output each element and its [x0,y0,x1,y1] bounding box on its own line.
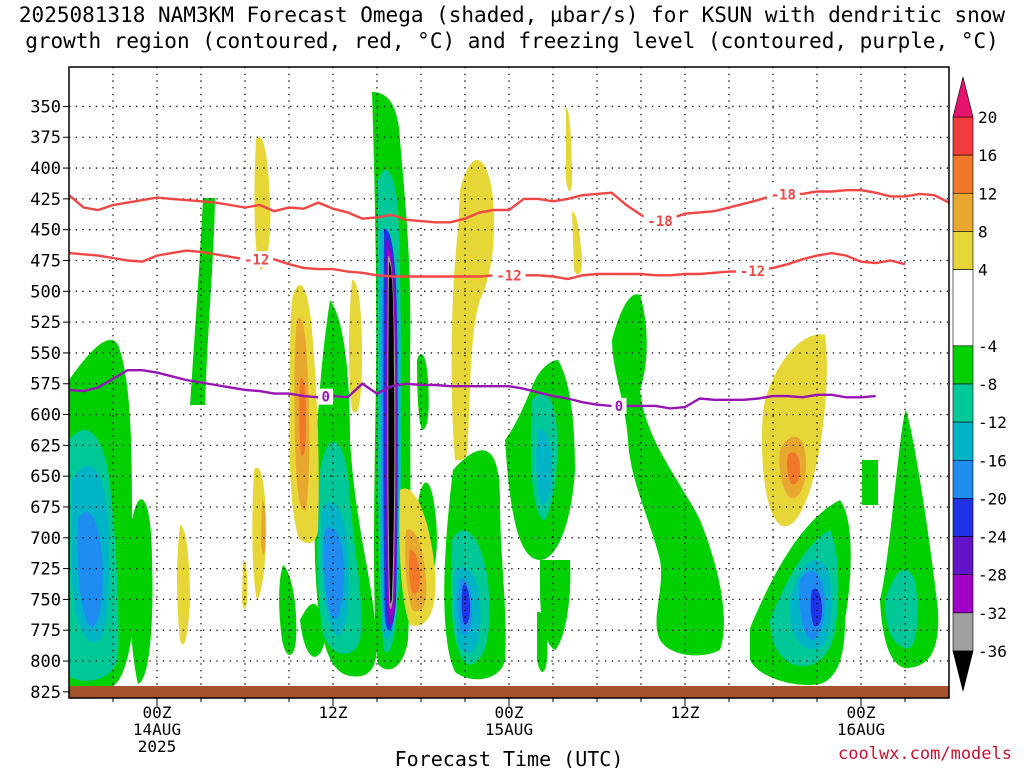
colorbar-label: -36 [978,642,1007,661]
x-tick-label: 2025 [138,737,177,756]
colorbar-label: -28 [978,566,1007,585]
y-tick-label: 775 [30,621,61,641]
colorbar-label: -16 [978,451,1007,470]
y-tick-label: 650 [30,467,61,487]
contour-label-bg [240,251,274,268]
y-axis: 350 375 400 425 450 475 500 525 550 575 600 625 650 6… [30,97,69,703]
colorbar-swatch [952,612,974,652]
colorbar-swatch [952,269,974,347]
colorbar-swatch [952,116,974,156]
y-tick-label: 525 [30,313,61,333]
omega-downward-orange [299,378,800,594]
contour-line [69,369,876,410]
y-tick-label: 425 [30,190,61,210]
contour-label-bg [735,262,769,279]
colorbar-label: -20 [978,489,1007,508]
colorbar-label: 4 [978,261,988,280]
x-tick-label: 12Z [671,703,700,722]
colorbar-swatch [952,231,974,270]
x-tick-label: 00Z [847,703,876,722]
colorbar-label: 12 [978,184,997,203]
contour-label-bg [492,267,526,284]
contour-label: -18 [647,214,672,230]
colorbar-label: -4 [978,337,997,356]
colorbar-swatch [952,574,974,614]
contour-line [69,189,949,224]
colorbar-swatch [952,383,974,423]
y-tick-label: 725 [30,560,61,580]
y-tick-label: 450 [30,221,61,241]
x-tick-label: 16AUG [837,720,885,739]
contour-label: -18 [771,187,796,203]
y-tick-label: 550 [30,344,61,364]
colorbar-swatch [952,192,974,232]
x-tick-label: 14AUG [133,720,181,739]
y-tick-label: 800 [30,652,61,672]
contour-label: 0 [321,390,329,406]
y-tick-label: 825 [30,683,61,703]
chart-title-line-1: 2025081318 NAM3KM Forecast Omega (shaded… [18,3,1006,27]
colorbar-label: 20 [978,108,997,127]
contour-label-bg [318,388,334,405]
y-tick-label: 500 [30,282,61,302]
contour-label: -12 [740,264,765,280]
colorbar-swatch [952,421,974,461]
y-tick-label: 600 [30,406,61,426]
colorbar-swatch [952,536,974,576]
chart-title-line-2: growth region (contoured, red, °C) and f… [25,29,999,53]
contour-label-bg [766,186,800,203]
x-axis-label: Forecast Time (UTC) [395,747,624,768]
colorbar-bottom-arrow [952,650,974,692]
site-credit[interactable]: coolwx.com/models [838,744,1012,764]
colorbar-label: -8 [978,375,997,394]
colorbar-top-arrow [952,76,974,118]
colorbar-label: 8 [978,222,988,241]
contour-label: 0 [615,399,623,415]
contour-label-bg [643,213,677,230]
omega-upward-black [388,262,395,604]
colorbar-swatch [952,498,974,537]
colorbar-swatch [952,154,974,194]
chart-title: 2025081318 NAM3KM Forecast Omega (shaded… [0,2,1024,54]
y-tick-label: 375 [30,128,61,148]
colorbar-swatch [952,459,974,499]
colorbar-label: -24 [978,528,1007,547]
contours: -18 -18 -12 -12 -12 0 0 [69,186,949,415]
y-tick-label: 475 [30,251,61,271]
contour-label: -12 [244,252,269,268]
x-tick-label: 00Z [495,703,524,722]
colorbar-label: -32 [978,604,1007,623]
y-tick-label: 575 [30,375,61,395]
y-tick-label: 350 [30,97,61,117]
contour-label-bg [611,397,627,414]
y-tick-label: 750 [30,590,61,610]
contour-label: -12 [496,268,521,284]
y-tick-label: 675 [30,498,61,518]
colorbar-label: 16 [978,146,997,165]
terrain-band [69,686,949,698]
colorbar-swatch [952,345,974,385]
colorbar-label: -12 [978,413,1007,432]
y-tick-label: 700 [30,529,61,549]
x-tick-label: 12Z [319,703,348,722]
x-tick-label: 15AUG [485,720,533,739]
y-tick-label: 400 [30,159,61,179]
x-tick-label: 00Z [143,703,172,722]
colorbar: 20 16 12 8 4 -4 -8 -12 -16 -20 -24 -28 -32 -36 [952,76,1007,692]
y-tick-label: 625 [30,436,61,456]
